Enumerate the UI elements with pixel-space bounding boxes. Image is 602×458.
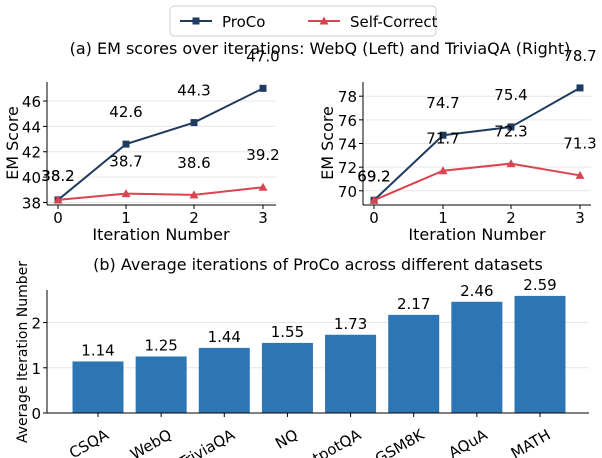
chart-a-left-ytick-label: 38 (22, 194, 41, 212)
legend: ProCo Self-Correct (169, 5, 438, 37)
legend-proco-marker (192, 17, 200, 25)
chart-b-ytick-label: 1 (31, 360, 41, 378)
chart-b-xtick-label: TriviaQA (175, 425, 239, 458)
legend-proco-label: ProCo (222, 13, 265, 31)
chart-a-right-xtick-label: 3 (575, 209, 585, 227)
chart-b-bar-value-label: 2.46 (460, 282, 493, 300)
chart-a-left-ytick-label: 42 (22, 144, 41, 162)
chart-a-left-selfcorrect-point (189, 190, 199, 199)
chart-b-bar (514, 295, 566, 413)
chart-a-right-data-label: 74.7 (426, 94, 459, 112)
chart-a-right-selfcorrect-point (438, 166, 448, 175)
chart-b-xtick-label: HotpotQA (292, 425, 365, 458)
chart-a-left-data-label: 47.0 (246, 47, 279, 65)
chart-a-right-proco-point (507, 123, 515, 131)
legend-selfcorrect-marker (319, 16, 329, 25)
chart-a-left-data-label: 38.2 (41, 167, 74, 185)
chart-a-left-proco-point (259, 84, 267, 92)
chart-b-ylabel: Average Iteration Number (15, 261, 31, 443)
legend-selfcorrect-label: Self-Correct (350, 13, 438, 31)
chart-a-title: (a) EM scores over iterations: WebQ (Lef… (70, 39, 571, 58)
chart-a-left-xlabel: Iteration Number (92, 225, 230, 244)
chart-a-left-data-label: 38.7 (109, 153, 142, 171)
chart-b-title: (b) Average iterations of ProCo across d… (93, 255, 543, 274)
chart-a-left-ytick-label: 44 (22, 118, 41, 136)
chart-a-right-data-label: 71.7 (426, 130, 459, 148)
chart-b-ytick-label: 0 (31, 405, 41, 423)
chart-a-right-ytick-label: 74 (338, 136, 357, 154)
chart-a-right-xtick-label: 1 (438, 209, 448, 227)
chart-b-bar-value-label: 1.55 (271, 323, 304, 341)
chart-a-right-selfcorrect-point (369, 195, 379, 204)
chart-a-right-data-label: 78.7 (563, 47, 596, 65)
chart-b-xtick-label: CSQA (66, 425, 112, 458)
chart-a-left-data-label: 42.6 (109, 103, 142, 121)
chart-a-right-selfcorrect-point (506, 159, 516, 168)
chart-a-right-ytick-label: 76 (338, 112, 357, 130)
chart-a-left-proco-point (190, 119, 198, 127)
chart-a-right-ytick-label: 72 (338, 159, 357, 177)
chart-b-bar (198, 347, 250, 413)
chart-a-right-proco-point (439, 131, 447, 139)
chart-a-right-xlabel: Iteration Number (408, 225, 546, 244)
chart-b-bar (451, 301, 503, 413)
chart-a-left-ylabel: EM Score (3, 106, 22, 180)
chart-b-bar (325, 334, 377, 413)
chart-a-right-data-label: 69.2 (357, 167, 390, 185)
chart-a-right-proco-point (576, 84, 584, 92)
chart-a-right-series-selfcorrect-line (373, 162, 581, 202)
chart-a-left-xtick-label: 3 (258, 209, 268, 227)
chart-a-left-selfcorrect-point (258, 182, 268, 191)
chart-b-bar-value-label: 1.14 (81, 341, 114, 359)
chart-a-left-xtick-label: 2 (189, 209, 199, 227)
chart-a-right-xtick-label: 0 (369, 209, 379, 227)
chart-b: 0 1 2 1.14 CSQA 1.25 WebQ 1.44 TriviaQA 1.55 NQ 1.7… (15, 261, 589, 458)
chart-a-left-selfcorrect-point (53, 195, 63, 204)
chart-a-left-proco-point (122, 140, 130, 148)
chart-a-left-xtick-label: 1 (121, 209, 131, 227)
chart-a-right-data-label: 75.4 (494, 86, 527, 104)
chart-a-left-data-label: 38.6 (177, 154, 210, 172)
chart-b-bar (135, 356, 187, 413)
chart-a-right-ytick-label: 70 (338, 183, 357, 201)
chart-a-right-data-label: 71.3 (563, 134, 596, 152)
chart-a-left-selfcorrect-point (121, 189, 131, 198)
chart-a-left-data-label: 39.2 (246, 146, 279, 164)
chart-a-left-data-label: 44.3 (177, 82, 210, 100)
chart-b-ytick-label: 2 (31, 315, 41, 333)
legend-frame (169, 5, 437, 37)
chart-a-left-ytick-label: 40 (22, 169, 41, 187)
chart-b-xtick-label: NQ (272, 426, 301, 453)
chart-a-left-series-proco-line (57, 87, 264, 201)
chart-a-right-series-proco-line (373, 87, 581, 201)
chart-a-left-series-selfcorrect-line (57, 186, 264, 201)
chart-a-right-ylabel: EM Score (318, 106, 337, 180)
chart-a-right-xtick-label: 2 (506, 209, 516, 227)
chart-a-left-xtick-label: 0 (53, 209, 63, 227)
chart-a-right-ytick-label: 78 (338, 88, 357, 106)
chart-b-bar (72, 361, 124, 413)
chart-a-right-data-label: 72.3 (494, 123, 527, 141)
chart-a-left-ytick-label: 46 (22, 93, 41, 111)
chart-b-bar-value-label: 1.73 (334, 315, 367, 333)
chart-b-bar (261, 342, 313, 413)
chart-b-xtick-label: GSM8K (372, 425, 428, 458)
chart-b-bar (388, 314, 440, 413)
chart-b-bar-value-label: 2.17 (397, 295, 430, 313)
chart-b-xtick-label: WebQ (127, 426, 175, 458)
chart-b-bar-value-label: 1.44 (208, 328, 241, 346)
chart-b-bar-value-label: 1.25 (144, 336, 177, 354)
chart-b-xtick-label: MATH (508, 426, 554, 458)
chart-a-right-selfcorrect-point (575, 170, 585, 179)
chart-a-left-data-label: 38.2 (41, 167, 74, 185)
chart-b-xtick-label: AQuA (445, 425, 491, 458)
chart-a-right-data-label: 69.2 (357, 167, 390, 185)
chart-b-plot-area: 0 1 2 1.14 CSQA 1.25 WebQ 1.44 TriviaQA 1.55 NQ 1.7… (31, 276, 589, 458)
chart-b-bar-value-label: 2.59 (523, 276, 556, 294)
